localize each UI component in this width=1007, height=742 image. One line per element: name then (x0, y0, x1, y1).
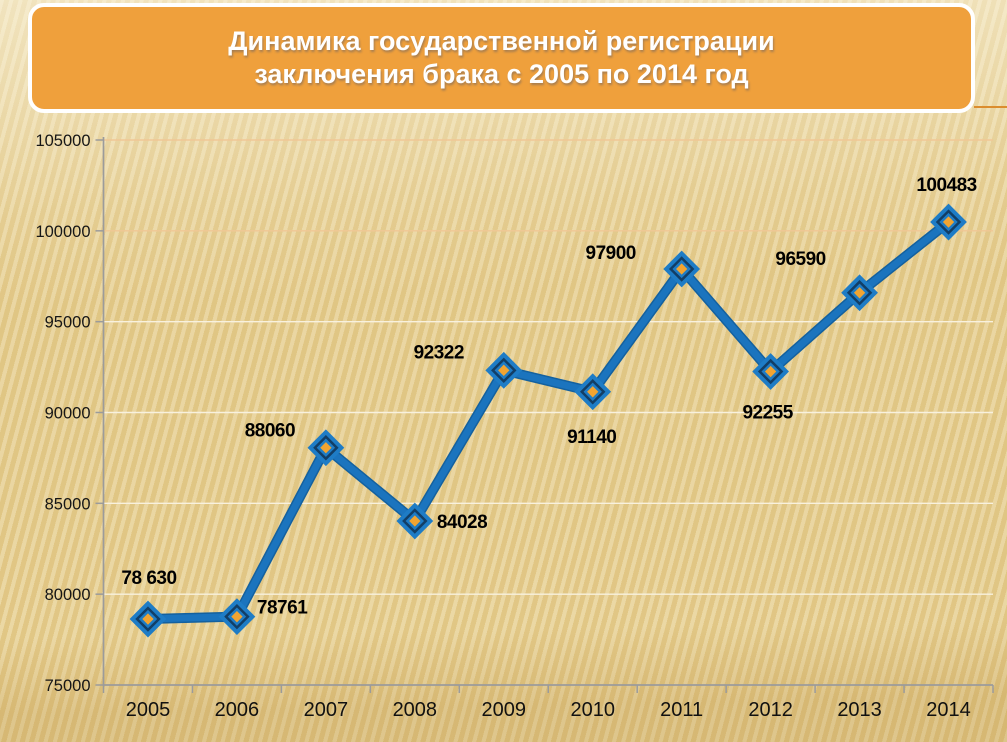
data-point-marker (129, 600, 167, 638)
data-label: 78761 (257, 598, 308, 619)
slide-title-line2: заключения брака с 2005 по 2014 год (254, 59, 749, 89)
x-axis-label: 2013 (837, 699, 882, 721)
data-point-marker (307, 429, 345, 467)
data-point-marker (218, 598, 256, 636)
data-label: 100483 (916, 175, 976, 196)
x-axis-label: 2011 (660, 699, 703, 721)
data-point-marker (930, 203, 967, 241)
data-point-marker (663, 250, 701, 288)
data-point-marker (574, 373, 612, 411)
y-axis-label: 105000 (35, 132, 90, 150)
slide-title-box: Динамика государственной регистрации зак… (28, 3, 975, 113)
data-point-marker (396, 502, 434, 540)
slide-title-line1: Динамика государственной регистрации (228, 26, 775, 56)
x-axis-label: 2008 (393, 699, 438, 721)
x-axis-label: 2006 (215, 699, 260, 721)
y-axis-label: 90000 (45, 405, 91, 423)
y-axis-label: 80000 (45, 586, 91, 604)
data-label: 84028 (437, 512, 487, 533)
y-axis-label: 95000 (45, 314, 91, 332)
x-axis-label: 2009 (482, 699, 527, 721)
data-label: 92322 (414, 342, 464, 363)
data-label: 88060 (245, 421, 295, 442)
title-accent-line (974, 106, 1007, 108)
x-axis-label: 2007 (304, 699, 349, 721)
data-label: 97900 (586, 243, 636, 264)
data-point-marker (841, 274, 878, 312)
data-label: 91140 (567, 427, 616, 448)
x-axis-label: 2010 (570, 699, 615, 721)
data-label: 92255 (742, 403, 793, 424)
x-axis-label: 2014 (926, 699, 971, 721)
x-axis-label: 2005 (126, 699, 171, 721)
data-label: 96590 (775, 249, 825, 270)
x-axis-label: 2012 (748, 699, 793, 721)
y-axis-label: 85000 (45, 495, 91, 513)
data-point-marker (752, 353, 790, 390)
data-label: 78 630 (121, 568, 176, 589)
y-axis-label: 75000 (45, 677, 91, 695)
trend-line (147, 219, 951, 623)
y-axis-label: 100000 (35, 223, 90, 241)
